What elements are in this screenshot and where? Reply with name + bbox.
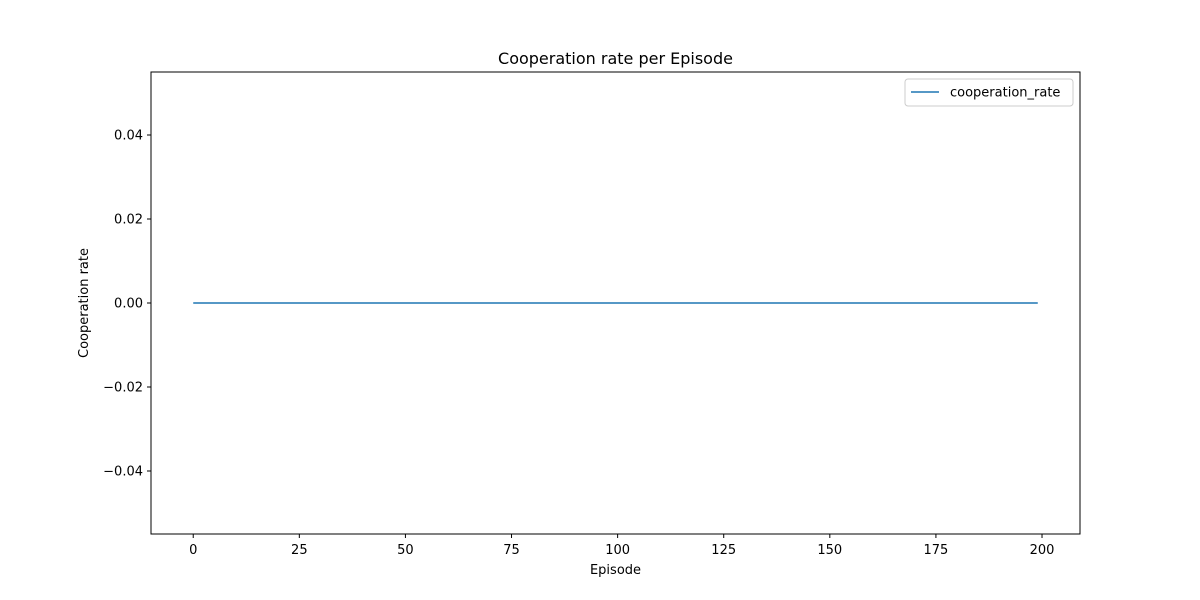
x-tick-label: 25 <box>291 543 308 558</box>
x-tick-label: 125 <box>711 543 736 558</box>
x-tick-label: 100 <box>605 543 630 558</box>
legend-label: cooperation_rate <box>950 86 1060 101</box>
x-tick-label: 150 <box>817 543 842 558</box>
y-tick-label: 0.02 <box>114 213 143 228</box>
y-tick-label: 0.04 <box>114 129 143 144</box>
y-tick-label: −0.02 <box>103 381 143 396</box>
y-tick-label: −0.04 <box>103 465 143 480</box>
legend: cooperation_rate <box>904 78 1074 107</box>
y-axis-label: Cooperation rate <box>77 248 92 358</box>
x-tick-label: 0 <box>189 543 197 558</box>
x-axis-label: Episode <box>590 563 641 578</box>
legend-box <box>904 78 1074 107</box>
x-tick-label: 175 <box>924 543 949 558</box>
x-tick-label: 50 <box>397 543 414 558</box>
x-tick-label: 75 <box>503 543 520 558</box>
x-tick-label: 200 <box>1030 543 1055 558</box>
chart-title: Cooperation rate per Episode <box>498 49 733 68</box>
y-tick-label: 0.00 <box>114 297 143 312</box>
y-axis: −0.04 −0.02 0.00 0.02 0.04 <box>103 129 151 480</box>
x-axis: 0 25 50 75 100 125 150 175 200 <box>189 534 1054 558</box>
